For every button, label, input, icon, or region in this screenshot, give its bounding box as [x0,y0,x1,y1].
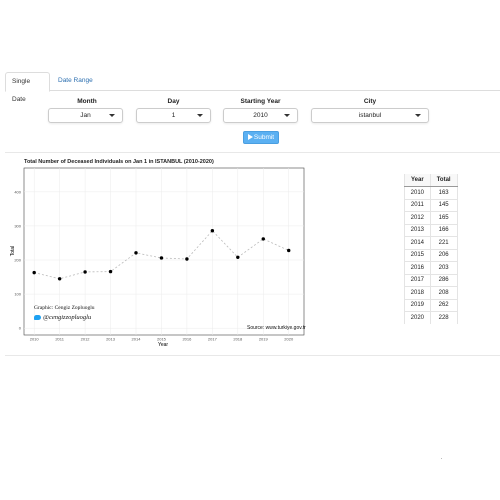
table-cell-total: 166 [429,223,458,237]
table-cell-year: 2019 [404,298,431,312]
table-cell-total: 208 [429,286,458,299]
twitter-credit: @cengizzopluoglu [34,314,91,321]
table-row: 2011 145 [404,198,458,212]
table-cell-year: 2013 [404,223,431,237]
data-point [210,229,215,233]
x-tick-label: 2013 [106,337,116,342]
starting-year-label: Starting Year [240,98,281,105]
month-select-value: Jan [80,112,91,119]
tab-single-date[interactable]: Single Date [5,72,50,103]
twitter-icon [34,315,41,320]
table-cell-year: 2010 [404,186,431,199]
data-point [134,251,138,255]
table-header-row: Year Total [404,174,458,187]
y-tick-label: 200 [14,258,21,263]
table-row: 2010 163 [404,186,458,199]
y-tick-label: 0 [19,326,22,331]
x-tick-label: 2019 [259,337,269,342]
data-point [287,248,291,253]
chevron-down-icon [284,114,290,117]
y-tick-label: 400 [14,189,21,194]
data-point [236,255,240,259]
data-point [108,269,113,274]
x-tick-label: 2018 [233,337,243,342]
table-cell-total: 163 [429,186,458,199]
table-row: 2012 165 [404,211,458,224]
data-point [261,237,265,241]
month-label: Month [77,98,97,105]
x-tick-label: 2017 [208,337,218,342]
submit-button-label: Submit [253,134,275,141]
table-cell-total: 203 [429,261,458,274]
day-select-value: 1 [171,112,176,119]
data-point [83,270,87,274]
city-select-value: istanbul [358,112,382,119]
table-row: 2013 166 [404,223,458,237]
series-line [34,230,289,280]
table-cell-year: 2020 [404,311,431,324]
chart-title: Total Number of Deceased Individuals on … [24,159,214,165]
table-cell-total: 228 [429,311,458,324]
submit-button[interactable]: Submit [243,131,279,144]
data-point [57,277,62,281]
chevron-down-icon [415,114,421,117]
plot-series [32,229,291,281]
table-cell-year: 2014 [404,236,431,249]
x-tick-label: 2020 [284,337,294,342]
data-point [185,257,189,261]
tab-bar: Single Date Date Range [5,72,500,103]
table-cell-total: 165 [429,211,458,224]
chevron-down-icon [197,114,203,117]
table-row: 2014 221 [404,236,458,249]
table-cell-year: 2017 [404,273,431,287]
column-header-year: Year [404,174,431,187]
day-select[interactable]: 1 [136,108,211,123]
x-tick-label: 2011 [55,337,64,342]
y-tick-label: 100 [14,292,21,297]
graphic-credit: Graphic: Cengiz Zopluoglu [34,305,95,311]
tab-date-range[interactable]: Date Range [58,77,93,84]
table-cell-total: 145 [429,198,458,212]
twitter-handle: @cengizzopluoglu [43,314,92,321]
data-table: Year Total 2010 163 2011 145 2012 165 2013 1… [404,174,458,324]
chevron-down-icon [109,114,115,117]
city-label: City [363,98,377,105]
table-row: 2019 262 [404,298,458,312]
starting-year-select-value: 2010 [253,112,268,119]
month-select[interactable]: Jan [48,108,123,123]
y-tick-label: 300 [14,223,21,228]
table-cell-year: 2011 [404,198,431,212]
data-point [32,270,36,275]
divider [5,355,500,356]
table-row: 2017 286 [404,273,458,287]
starting-year-select[interactable]: 2010 [223,108,298,123]
y-axis-title: Total [10,246,16,257]
table-cell-total: 286 [429,273,458,287]
table-row: 2016 203 [404,261,458,274]
table-row: 2020 228 [404,311,458,324]
table-cell-total: 262 [429,298,458,312]
column-header-total: Total [429,174,458,187]
table-row: 2015 206 [404,248,458,262]
x-tick-label: 2015 [157,337,167,342]
city-select[interactable]: istanbul [311,108,429,123]
data-source: Source: www.turkiye.gov.tr [247,325,306,331]
x-tick-label: 2014 [132,337,142,342]
day-label: Day [167,98,180,105]
table-cell-year: 2012 [404,211,431,224]
play-icon [247,134,253,140]
table-cell-year: 2018 [404,286,431,299]
x-tick-label: 2012 [81,337,91,342]
decorative-dot [441,458,442,459]
x-tick-label: 2016 [182,337,192,342]
table-cell-total: 221 [429,236,458,249]
divider [5,152,500,153]
x-tick-label: 2010 [30,337,40,342]
table-cell-total: 206 [429,248,458,262]
table-row: 2018 208 [404,286,458,299]
x-axis-title: Year [158,342,168,348]
table-cell-year: 2016 [404,261,431,274]
table-cell-year: 2015 [404,248,431,262]
data-point [159,256,164,260]
